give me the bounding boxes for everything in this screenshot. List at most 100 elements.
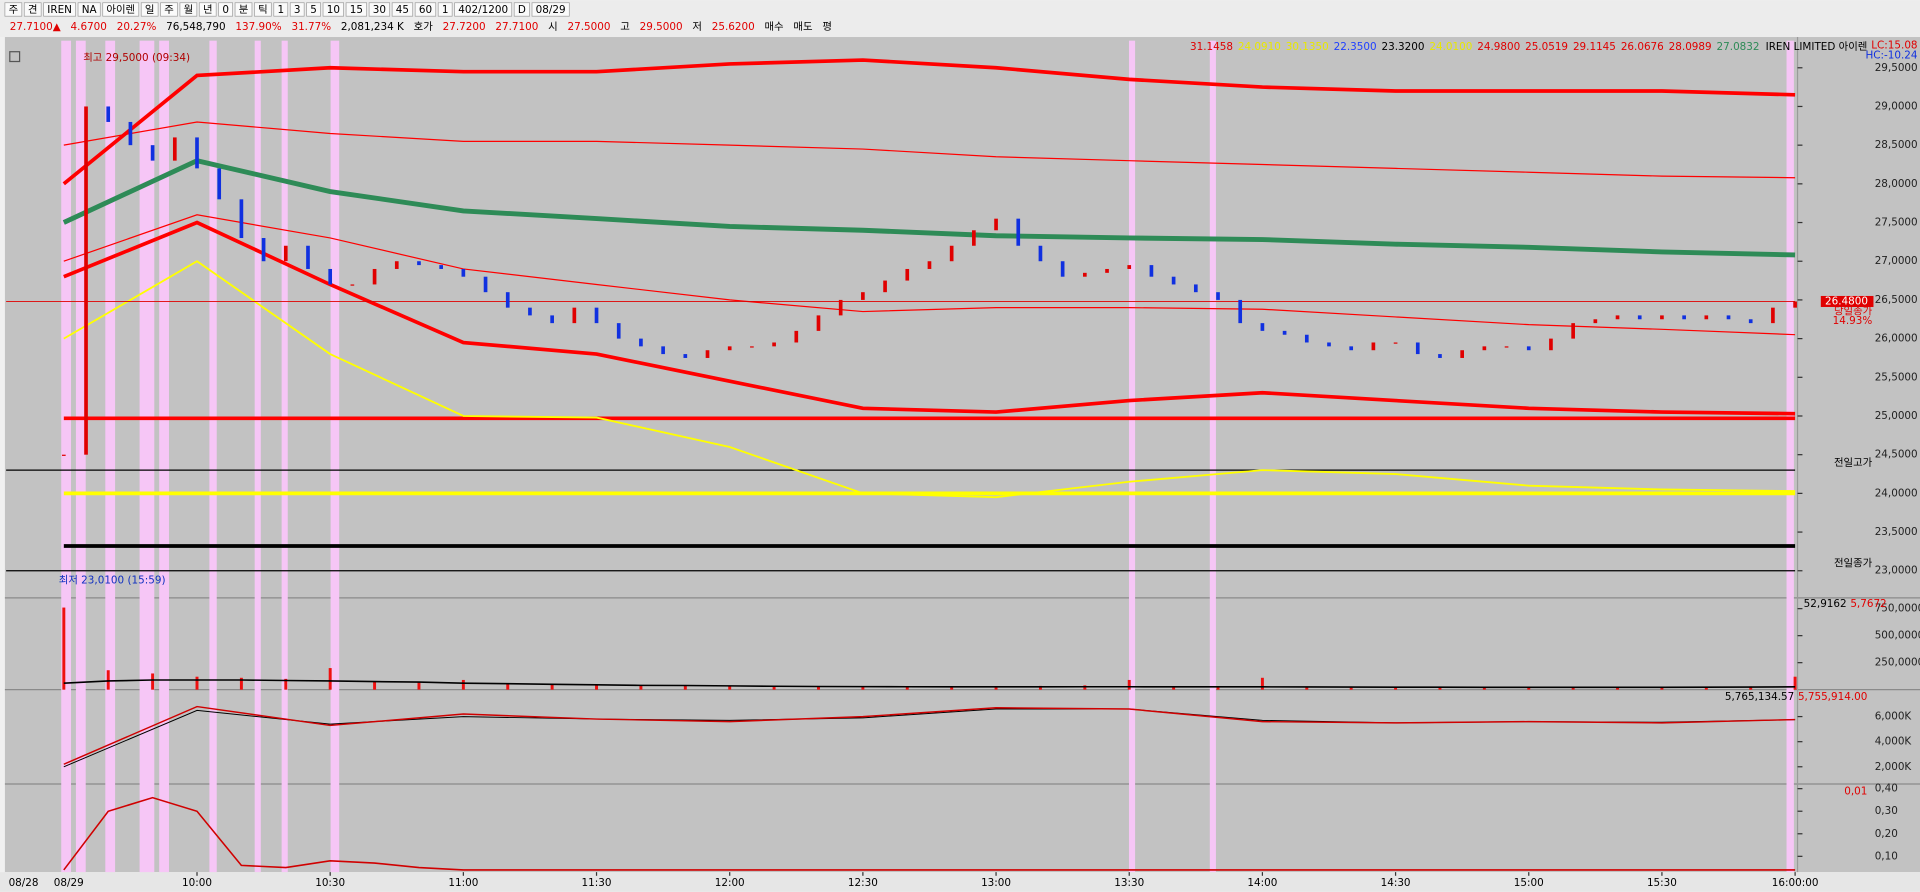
quote-field: 2,081,234 K	[341, 21, 405, 33]
candle	[1282, 330, 1287, 335]
volume-bar	[1305, 687, 1309, 690]
highlight	[75, 40, 86, 873]
candle	[1105, 268, 1109, 273]
quote-field: 137.90%	[235, 21, 281, 33]
candle	[616, 323, 621, 339]
candle	[683, 354, 688, 358]
legend-value: 24.0100	[1429, 41, 1472, 53]
y-tick-label: 28,0000	[1875, 178, 1918, 190]
volume-bar	[1127, 679, 1131, 690]
legend-value: 26.0676	[1621, 41, 1664, 53]
band-line	[62, 158, 1796, 258]
toolbar-button[interactable]	[513, 2, 530, 17]
toolbar-label: 분	[239, 4, 249, 16]
highlight	[281, 40, 288, 873]
toolbar-button[interactable]	[179, 2, 198, 17]
toolbar-label: 아이렌	[106, 4, 135, 16]
volume-bar	[1616, 687, 1620, 690]
candle	[1771, 307, 1775, 324]
candle	[150, 145, 155, 161]
candle	[1748, 319, 1753, 324]
x-tick-label: 14:30	[1381, 877, 1411, 889]
candle	[1060, 261, 1065, 277]
legend-value: 24.9800	[1477, 41, 1520, 53]
volume-bar	[1527, 687, 1531, 690]
candle	[1193, 284, 1198, 293]
hc-label: HC:-10.24	[1865, 49, 1917, 61]
candle	[1149, 265, 1154, 277]
toolbar-button[interactable]	[391, 2, 414, 17]
candle	[61, 454, 66, 456]
quote-field: 25.6200	[712, 21, 755, 33]
readout: 52,9162	[1804, 598, 1847, 610]
y-tick-label: 6,000K	[1875, 711, 1913, 723]
toolbar-button[interactable]	[198, 2, 217, 17]
quote-field: 매수	[764, 21, 783, 33]
candle	[1083, 272, 1087, 277]
toolbar-button[interactable]	[140, 2, 159, 17]
toolbar-label: 일	[145, 3, 155, 16]
volume-bar	[151, 673, 155, 690]
toolbar-button[interactable]	[102, 2, 140, 17]
quote-field: 고	[620, 21, 630, 33]
volume-bar	[1793, 676, 1797, 690]
band-line	[63, 214, 1796, 336]
volume-bar	[1216, 686, 1220, 690]
candle	[417, 261, 421, 266]
toolbar-button[interactable]	[289, 2, 305, 17]
toolbar-button[interactable]	[77, 2, 101, 17]
toolbar-button[interactable]	[414, 2, 437, 17]
y-tick-label: 26,0000	[1875, 333, 1918, 345]
quote-field: 27.7100	[495, 21, 538, 33]
toolbar-button[interactable]	[368, 2, 391, 17]
osc-line	[63, 796, 1796, 871]
toolbar-button[interactable]	[234, 2, 253, 17]
quote-field: 매도	[793, 21, 813, 33]
toolbar-button[interactable]	[437, 2, 453, 17]
current-box	[1820, 295, 1874, 307]
toolbar-button[interactable]	[306, 2, 321, 17]
toolbar-button[interactable]	[322, 2, 344, 17]
y-tick-label: 28,5000	[1875, 139, 1918, 151]
candle	[705, 350, 710, 358]
toolbar-button[interactable]	[4, 2, 23, 17]
candle	[528, 307, 532, 316]
candle	[572, 307, 577, 324]
candle	[1216, 292, 1220, 300]
toolbar-label: 5	[310, 4, 317, 16]
toolbar-button[interactable]	[218, 2, 233, 17]
toolbar-button[interactable]	[531, 2, 570, 17]
toolbar-button[interactable]	[254, 2, 272, 17]
toolbar-button[interactable]	[23, 2, 42, 17]
candle	[1526, 346, 1531, 351]
highlight	[1128, 40, 1136, 873]
toolbar-label: IREN	[47, 4, 72, 16]
obv-line	[63, 705, 1796, 765]
candle	[1637, 315, 1642, 320]
toolbar-button[interactable]	[273, 2, 289, 17]
volume-bar	[683, 685, 687, 690]
toolbar-button[interactable]	[43, 2, 76, 17]
panel-button[interactable]	[9, 51, 21, 63]
candle	[1349, 346, 1354, 351]
low-label: 최저 23,0100 (15:59)	[59, 575, 166, 587]
candle	[306, 245, 310, 269]
quote-field: 29.5000	[640, 21, 683, 33]
toolbar-button[interactable]	[345, 2, 368, 17]
candle	[505, 292, 510, 308]
toolbar-label: 30	[373, 4, 386, 16]
volume-bar	[461, 679, 465, 690]
toolbar-label: 주	[164, 4, 174, 16]
volume-bar	[550, 684, 554, 690]
toolbar-button[interactable]	[160, 2, 178, 17]
volume-bar	[62, 607, 66, 690]
toolbar-label: 3	[294, 4, 301, 16]
volume-bar	[639, 685, 643, 690]
volume-bar	[106, 670, 110, 690]
x-tick-label: 15:00	[1514, 877, 1544, 889]
toolbar-button[interactable]	[454, 2, 513, 17]
candle	[905, 268, 910, 281]
volume-bar	[328, 668, 332, 690]
candle	[1415, 342, 1420, 355]
candle	[927, 261, 932, 269]
